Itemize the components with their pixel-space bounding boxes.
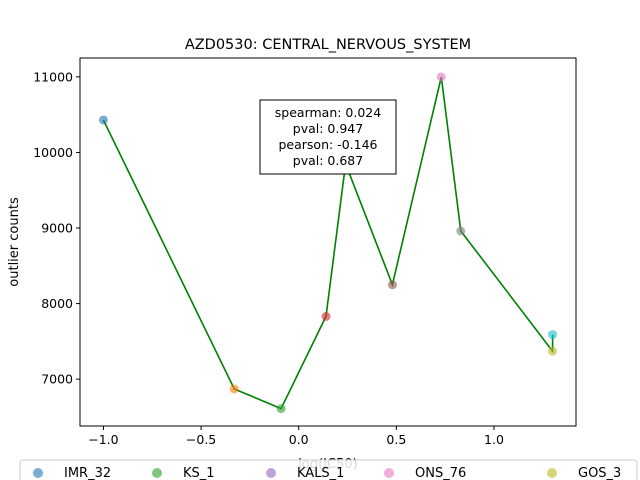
x-tick-label: −0.5 [186,432,216,447]
legend-label: GOS_3 [578,466,621,480]
axis-ticks: −1.0 −0.5 0.0 0.5 1.0 7000 8000 9000 10000 11000 [33,69,504,447]
data-point [98,115,108,125]
plot-frame [79,57,577,427]
y-tick-label: 8000 [41,296,73,311]
y-axis-label: outlier counts [7,197,22,287]
chart-title: AZD0530: CENTRAL_NERVOUS_SYSTEM [185,37,471,53]
stats-line: pearson: -0.146 [279,137,378,152]
y-tick-label: 9000 [41,221,73,236]
legend-marker [547,468,557,478]
y-tick-label: 7000 [41,372,73,387]
y-tick-label: 11000 [33,69,73,84]
legend-label: ONS_76 [415,466,466,480]
data-point [321,311,331,321]
legend: IMR_32 KS_1 KALS_1 ONS_76 GOS_3 [19,459,638,480]
x-tick-label: 1.0 [484,432,504,447]
x-tick-label: −1.0 [88,432,118,447]
legend-label: KALS_1 [297,466,344,480]
data-point [548,330,558,340]
series-line [102,76,554,410]
x-tick-label: 0.0 [289,432,309,447]
x-tick-label: 0.5 [386,432,406,447]
data-point [229,384,239,394]
legend-marker [33,468,43,478]
legend-label: KS_1 [183,466,215,480]
data-point [387,280,397,290]
data-point [548,346,558,356]
legend-marker [266,468,276,478]
data-point [436,72,446,82]
y-tick-label: 10000 [33,145,73,160]
stats-box-frame [259,99,397,175]
stats-line: pval: 0.947 [293,121,363,136]
legend-marker [384,468,394,478]
plot-area [98,72,558,414]
legend-label: IMR_32 [64,466,111,480]
data-point [456,226,466,236]
data-point [276,404,286,414]
stats-line: spearman: 0.024 [275,105,381,120]
legend-marker [152,468,162,478]
stats-line: pval: 0.687 [293,153,363,168]
legend-frame [19,459,638,480]
